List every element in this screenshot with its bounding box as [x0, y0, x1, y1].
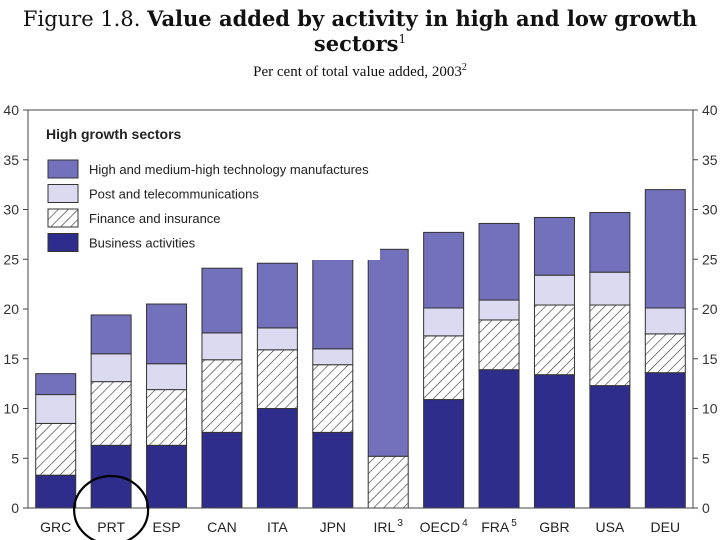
subtitle-text: Per cent of total value added, 2003 — [253, 64, 462, 80]
x-tick-label-usa: USA — [595, 519, 624, 535]
bar-gbr-high-and-medium-high-technology-manufactures — [533, 216, 575, 276]
x-tick-footnote: 3 — [397, 518, 403, 529]
legend-label-finance-and-insurance: Finance and insurance — [89, 211, 221, 226]
figure-title: Figure 1.8. Value added by activity in h… — [0, 6, 720, 56]
bar-gbr-finance-and-insurance — [533, 304, 575, 376]
bar-can-post-and-telecommunications — [201, 332, 243, 361]
bar-usa-business-activities — [589, 385, 631, 509]
x-tick-label-can: CAN — [207, 519, 237, 535]
y-tick-label-right: 40 — [702, 102, 718, 118]
bar-usa-post-and-telecommunications — [589, 271, 631, 306]
bar-can-high-and-medium-high-technology-manufactures — [201, 267, 243, 334]
bar-ita-finance-and-insurance — [256, 349, 298, 410]
legend-swatch-high-and-medium-high-technology-manufactures — [47, 159, 79, 179]
bar-jpn-post-and-telecommunications — [312, 348, 354, 366]
bar-oecd-finance-and-insurance — [423, 335, 465, 401]
y-tick-label-left: 40 — [3, 102, 19, 118]
bar-irl-finance-and-insurance — [367, 455, 409, 509]
y-tick-label-left: 0 — [11, 500, 19, 516]
legend-swatch-business-activities — [47, 233, 79, 252]
bar-usa-finance-and-insurance — [589, 304, 631, 387]
figure-number: Figure 1.8. — [22, 7, 141, 31]
legend-swatch-post-and-telecommunications — [47, 184, 79, 203]
x-tick-label-esp: ESP — [153, 519, 181, 535]
x-tick-label-ita: ITA — [267, 519, 288, 535]
bar-can-finance-and-insurance — [201, 359, 243, 433]
y-tick-label-left: 25 — [3, 251, 19, 267]
figure-header: Figure 1.8. Value added by activity in h… — [0, 6, 720, 81]
bar-jpn-finance-and-insurance — [312, 364, 354, 433]
y-tick-label-left: 15 — [3, 351, 19, 367]
bar-grc-post-and-telecommunications — [35, 394, 77, 424]
legend-box — [40, 120, 380, 260]
y-tick-label-right: 0 — [702, 500, 710, 516]
x-tick-label-gbr: GBR — [539, 519, 569, 535]
legend-label-high-and-medium-high-technology-manufactures: High and medium-high technology manufact… — [89, 162, 369, 177]
highlight-circle-prt — [73, 474, 150, 540]
x-tick-label-deu: DEU — [651, 519, 681, 535]
legend-swatch-finance-and-insurance — [47, 208, 79, 228]
y-tick-label-right: 10 — [702, 401, 718, 417]
bar-fra-finance-and-insurance — [478, 319, 520, 371]
bar-fra-business-activities — [478, 369, 520, 509]
bar-can-business-activities — [201, 431, 243, 509]
bar-irl-high-and-medium-high-technology-manufactures — [367, 248, 409, 457]
x-tick-label-prt: PRT — [97, 519, 125, 535]
bar-fra-high-and-medium-high-technology-manufactures — [478, 222, 520, 301]
y-tick-label-left: 30 — [3, 202, 19, 218]
x-tick-label-fra: FRA 5 — [481, 518, 517, 535]
x-tick-footnote: 4 — [462, 518, 468, 529]
y-tick-label-right: 30 — [702, 202, 718, 218]
y-tick-label-right: 15 — [702, 351, 718, 367]
legend-label-post-and-telecommunications: Post and telecommunications — [89, 187, 259, 202]
bar-esp-post-and-telecommunications — [146, 363, 188, 391]
legend-label-business-activities: Business activities — [89, 236, 196, 251]
bar-ita-business-activities — [256, 408, 298, 509]
y-tick-label-right: 35 — [702, 152, 718, 168]
bar-grc-high-and-medium-high-technology-manufactures — [35, 373, 77, 396]
bar-gbr-business-activities — [533, 374, 575, 509]
figure-main-title: Value added by activity in high and low … — [147, 6, 698, 56]
bar-usa-high-and-medium-high-technology-manufactures — [589, 211, 631, 273]
y-tick-label-left: 20 — [3, 301, 19, 317]
y-tick-label-right: 25 — [702, 251, 718, 267]
y-tick-label-left: 10 — [3, 401, 19, 417]
bar-ita-post-and-telecommunications — [256, 327, 298, 351]
x-tick-label-oecd: OECD 4 — [420, 518, 468, 535]
x-tick-label-irl: IRL 3 — [374, 518, 404, 535]
bar-prt-high-and-medium-high-technology-manufactures — [90, 314, 132, 355]
y-tick-label-left: 35 — [3, 152, 19, 168]
subtitle-footnote: 2 — [461, 62, 467, 73]
bar-ita-high-and-medium-high-technology-manufactures — [256, 262, 298, 329]
y-tick-label-right: 20 — [702, 301, 718, 317]
bar-prt-post-and-telecommunications — [90, 353, 132, 383]
bar-fra-post-and-telecommunications — [478, 299, 520, 321]
bar-deu-finance-and-insurance — [644, 333, 686, 374]
bar-esp-finance-and-insurance — [146, 389, 188, 446]
title-footnote: 1 — [398, 32, 407, 46]
bar-esp-business-activities — [146, 444, 188, 509]
bar-oecd-high-and-medium-high-technology-manufactures — [423, 231, 465, 309]
bar-jpn-high-and-medium-high-technology-manufactures — [312, 251, 354, 350]
x-tick-label-grc: GRC — [40, 519, 71, 535]
bar-deu-business-activities — [644, 372, 686, 509]
y-tick-label-right: 5 — [702, 450, 710, 466]
bar-gbr-post-and-telecommunications — [533, 274, 575, 306]
bar-prt-finance-and-insurance — [90, 381, 132, 446]
bar-grc-business-activities — [35, 474, 77, 509]
bar-jpn-business-activities — [312, 431, 354, 509]
y-tick-label-left: 5 — [11, 450, 19, 466]
bar-deu-post-and-telecommunications — [644, 307, 686, 335]
bar-esp-high-and-medium-high-technology-manufactures — [146, 303, 188, 365]
figure-subtitle: Per cent of total value added, 20032 — [0, 62, 720, 81]
legend-title: High growth sectors — [46, 126, 182, 142]
bar-deu-high-and-medium-high-technology-manufactures — [644, 189, 686, 309]
bar-grc-finance-and-insurance — [35, 422, 77, 476]
bar-oecd-post-and-telecommunications — [423, 307, 465, 337]
bar-oecd-business-activities — [423, 399, 465, 509]
x-tick-footnote: 5 — [511, 518, 517, 529]
x-tick-label-jpn: JPN — [320, 519, 346, 535]
